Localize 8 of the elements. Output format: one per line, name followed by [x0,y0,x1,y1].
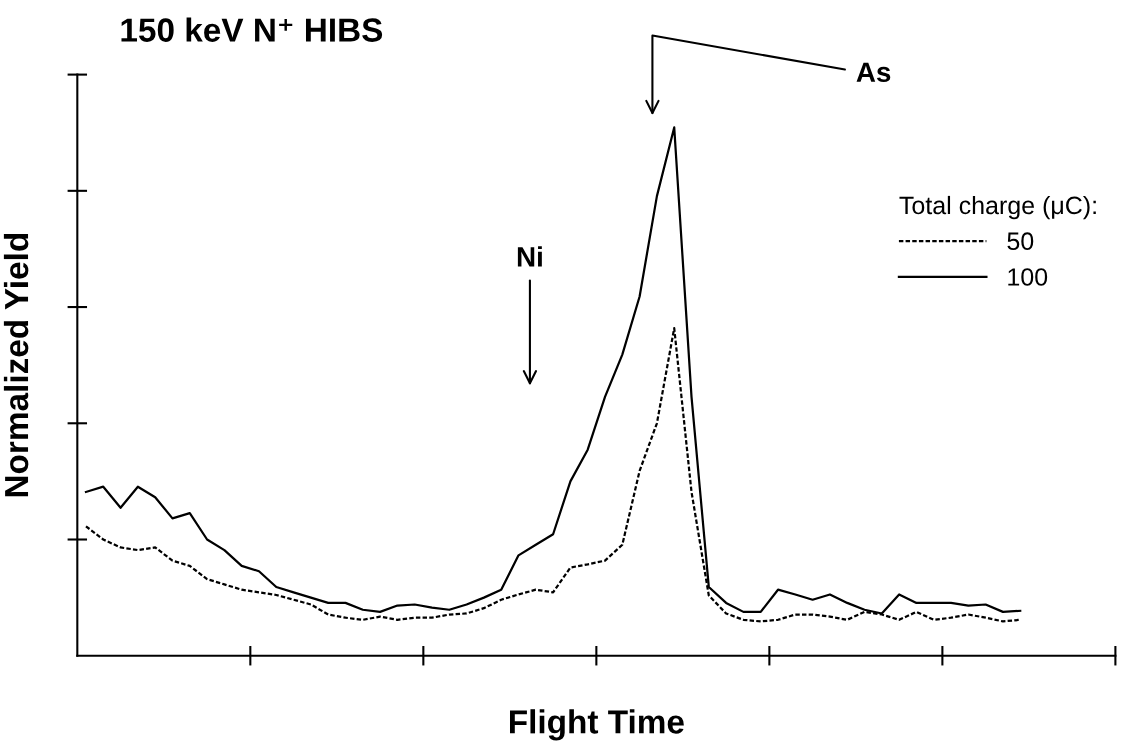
legend-label: 50 [1007,232,1034,251]
legend-label: 100 [1008,268,1048,286]
annotation: Ni [517,246,542,267]
text: As [856,62,891,83]
x-axis-title: Flight Time [510,709,684,741]
y-axis-title: Normalized Yield [3,233,29,497]
chart-title: 150 keV N⁺ HIBS [121,17,383,42]
legend-title: Total charge (μC): [899,195,1096,220]
